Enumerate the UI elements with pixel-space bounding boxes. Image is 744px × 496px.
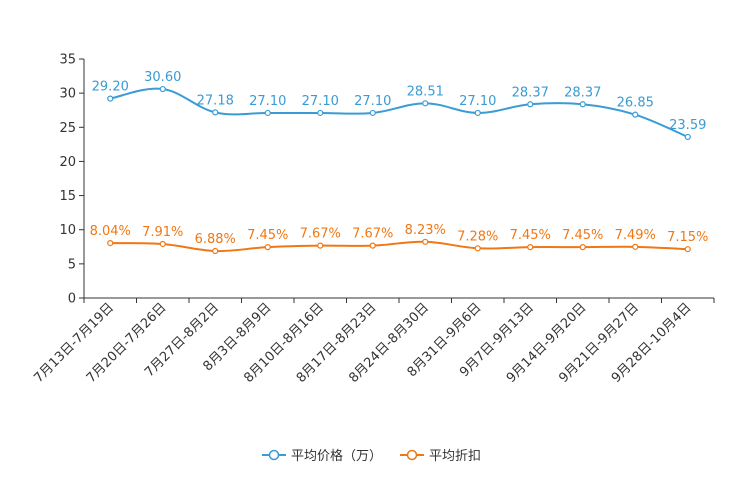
y-tick-label: 10 bbox=[59, 223, 76, 238]
data-point bbox=[474, 109, 481, 117]
data-label: 7.15% bbox=[667, 230, 708, 245]
data-label: 27.10 bbox=[249, 94, 286, 109]
legend-swatch-marker bbox=[406, 449, 418, 461]
data-label: 6.88% bbox=[195, 232, 236, 247]
data-label: 7.45% bbox=[510, 228, 551, 243]
data-point bbox=[527, 244, 534, 251]
data-point bbox=[212, 247, 219, 255]
series-line bbox=[110, 240, 688, 253]
data-point bbox=[369, 109, 376, 117]
data-point bbox=[159, 240, 166, 248]
data-point bbox=[159, 85, 166, 93]
data-label: 27.10 bbox=[302, 94, 339, 109]
legend-label: 平均价格（万） bbox=[291, 448, 382, 464]
data-point bbox=[264, 244, 271, 251]
y-tick-label: 5 bbox=[68, 257, 76, 272]
data-point bbox=[632, 243, 639, 250]
data-label: 8.23% bbox=[405, 223, 446, 238]
data-label: 28.37 bbox=[564, 85, 601, 100]
data-point bbox=[317, 109, 324, 117]
data-label: 8.04% bbox=[90, 224, 131, 239]
legend[interactable]: 平均价格（万） 平均折扣 bbox=[262, 448, 481, 464]
data-point bbox=[474, 245, 481, 252]
data-label: 27.10 bbox=[354, 94, 391, 109]
data-label: 7.28% bbox=[457, 229, 498, 244]
series-line bbox=[110, 87, 689, 138]
data-label: 23.59 bbox=[669, 118, 706, 133]
legend-item-2[interactable]: 平均折扣 bbox=[400, 449, 481, 464]
data-point bbox=[632, 111, 639, 118]
y-tick-label: 35 bbox=[59, 53, 76, 68]
series-layer: 29.20 30.60 27.18 27.10 27.10 27.10 28.51 27.10… bbox=[90, 70, 708, 255]
data-label: 27.18 bbox=[197, 93, 234, 108]
data-label: 27.10 bbox=[459, 94, 496, 109]
data-point bbox=[107, 95, 114, 102]
legend-swatch-marker bbox=[268, 449, 280, 461]
legend-label: 平均折扣 bbox=[429, 449, 481, 464]
data-label: 7.49% bbox=[615, 228, 656, 243]
data-label: 7.45% bbox=[562, 228, 603, 243]
data-point bbox=[317, 242, 324, 249]
data-label: 28.51 bbox=[407, 84, 444, 99]
data-label: 7.67% bbox=[352, 227, 393, 242]
series-1: 29.20 30.60 27.18 27.10 27.10 27.10 28.51 27.10… bbox=[92, 70, 706, 141]
data-point bbox=[527, 101, 534, 108]
legend-item-1[interactable]: 平均价格（万） bbox=[262, 448, 382, 464]
data-point bbox=[579, 244, 586, 251]
data-point bbox=[684, 133, 691, 141]
data-point bbox=[369, 242, 376, 249]
data-label: 7.91% bbox=[142, 225, 183, 240]
y-tick-label: 0 bbox=[68, 292, 76, 307]
data-point bbox=[579, 101, 586, 108]
y-tick-label: 25 bbox=[59, 121, 76, 136]
y-tick-label: 20 bbox=[59, 155, 76, 170]
y-tick-label: 15 bbox=[59, 189, 76, 204]
data-point bbox=[422, 100, 429, 107]
y-tick-label: 30 bbox=[59, 87, 76, 102]
data-point bbox=[264, 109, 271, 117]
data-point bbox=[422, 238, 429, 245]
data-label: 29.20 bbox=[92, 80, 129, 95]
data-label: 30.60 bbox=[144, 70, 181, 85]
data-label: 7.45% bbox=[247, 228, 288, 243]
series-2: 8.04% 7.91% 6.88% 7.45% 7.67% 7.67% 8.23% 7.28%… bbox=[90, 223, 708, 255]
data-label: 7.67% bbox=[300, 227, 341, 242]
data-point bbox=[107, 239, 114, 247]
data-label: 28.37 bbox=[512, 85, 549, 100]
data-point bbox=[212, 109, 219, 116]
data-point bbox=[684, 246, 691, 253]
data-label: 26.85 bbox=[617, 96, 654, 111]
